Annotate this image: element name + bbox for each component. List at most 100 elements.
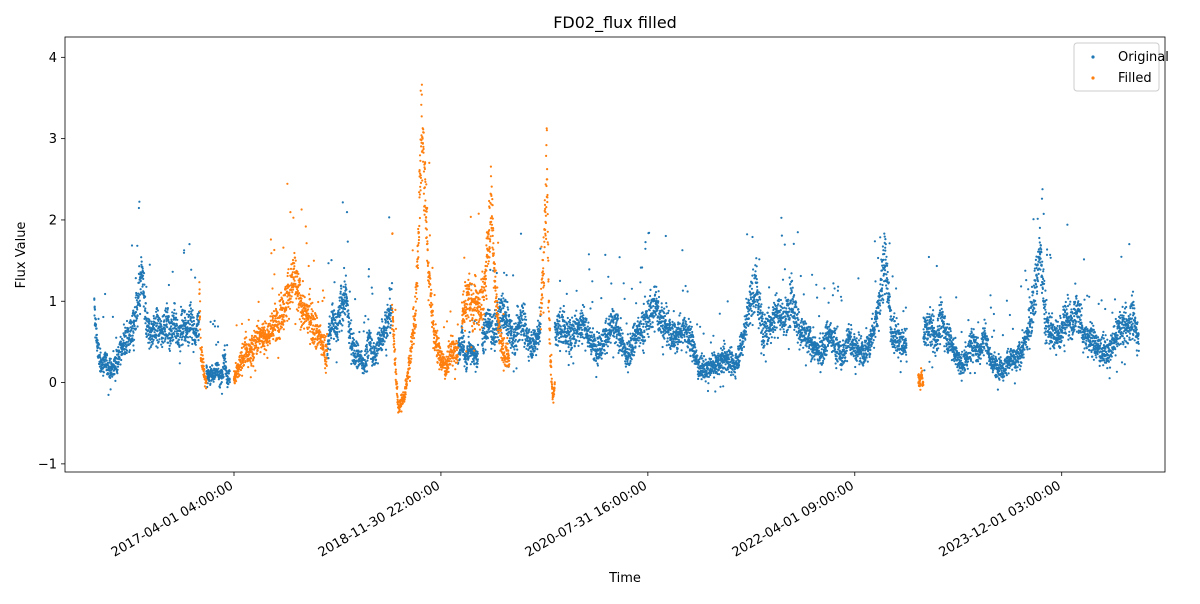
data-point [350, 319, 353, 322]
data-point [638, 325, 641, 328]
data-point [522, 330, 525, 333]
data-point [166, 308, 169, 311]
data-point [209, 366, 212, 369]
data-point [569, 335, 572, 338]
data-point [376, 362, 379, 365]
data-point [96, 339, 99, 342]
data-point [182, 319, 185, 322]
data-point [665, 305, 668, 308]
data-point [462, 334, 465, 337]
data-point [759, 292, 762, 295]
data-point [756, 293, 759, 296]
data-point [178, 362, 181, 365]
data-point [826, 343, 830, 347]
data-point [113, 359, 116, 362]
data-point [802, 346, 805, 349]
data-point [152, 314, 155, 318]
data-point [809, 329, 812, 333]
data-point [116, 372, 119, 375]
data-point [385, 354, 388, 357]
data-point [825, 349, 829, 352]
data-point [217, 363, 220, 366]
data-point [132, 349, 135, 352]
data-point [833, 287, 836, 290]
data-point [684, 325, 687, 328]
data-point [581, 328, 584, 331]
data-point [483, 340, 486, 343]
data-point [105, 359, 108, 362]
data-point [459, 353, 462, 356]
data-point [197, 320, 200, 324]
data-point [803, 328, 807, 331]
data-point [382, 338, 385, 341]
data-point [347, 320, 350, 323]
data-point [127, 340, 130, 343]
data-point [649, 322, 652, 326]
data-point [797, 327, 800, 330]
data-point [344, 283, 347, 286]
data-point [373, 351, 376, 354]
data-point [643, 330, 646, 333]
data-point [644, 247, 647, 250]
data-point [832, 335, 836, 338]
data-point [462, 351, 465, 354]
data-point [220, 381, 223, 384]
data-point [341, 201, 344, 204]
data-point [375, 354, 378, 357]
data-point [664, 319, 667, 322]
data-point [580, 326, 583, 329]
data-point [519, 309, 522, 312]
data-point [347, 325, 350, 328]
data-point [156, 339, 159, 342]
data-point [160, 320, 163, 323]
data-point [799, 344, 802, 347]
data-point [149, 345, 152, 349]
data-point [665, 302, 668, 305]
data-point [142, 277, 145, 280]
data-point [557, 333, 560, 336]
data-point [791, 298, 794, 301]
data-point [112, 350, 115, 353]
data-point [93, 308, 97, 311]
data-point [336, 327, 339, 330]
data-point [641, 311, 644, 314]
data-point [344, 313, 347, 316]
data-point [730, 351, 734, 354]
data-point [718, 312, 721, 315]
data-point [140, 263, 143, 266]
data-point [222, 375, 225, 378]
data-point [333, 281, 336, 284]
data-point [829, 322, 832, 325]
data-point [133, 338, 136, 341]
data-point [761, 329, 764, 332]
data-point [508, 337, 512, 340]
data-point [600, 354, 603, 357]
data-point [162, 341, 165, 344]
data-point [662, 317, 665, 320]
data-point [521, 318, 524, 322]
data-point [558, 320, 561, 323]
data-point [102, 371, 105, 374]
data-point [173, 308, 176, 311]
data-point [581, 342, 584, 345]
data-point [796, 334, 799, 337]
data-point [569, 329, 573, 333]
data-point [671, 327, 674, 330]
data-point [734, 377, 737, 380]
data-point [196, 329, 199, 332]
data-point [572, 335, 576, 338]
data-point [327, 322, 331, 325]
data-point [831, 294, 835, 297]
data-point [380, 318, 383, 321]
data-point [510, 330, 513, 333]
data-point [798, 348, 801, 351]
data-point [333, 309, 336, 312]
data-point [721, 352, 725, 355]
data-point [834, 362, 837, 365]
data-point [170, 320, 173, 323]
data-point [348, 290, 351, 293]
data-point [484, 318, 487, 321]
data-point [684, 320, 688, 323]
data-point [738, 359, 741, 362]
